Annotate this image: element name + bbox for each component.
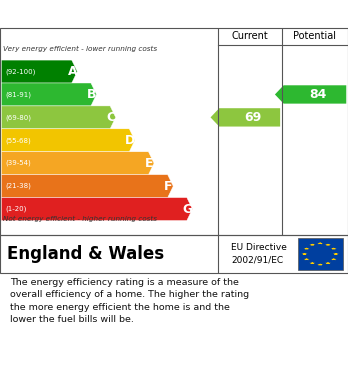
- Text: England & Wales: England & Wales: [7, 245, 164, 263]
- Text: (81-91): (81-91): [6, 91, 32, 98]
- Text: F: F: [164, 179, 173, 193]
- Text: Very energy efficient - lower running costs: Very energy efficient - lower running co…: [3, 46, 157, 52]
- Polygon shape: [1, 129, 135, 152]
- Text: 84: 84: [310, 88, 327, 101]
- Text: B: B: [87, 88, 96, 101]
- Polygon shape: [303, 258, 310, 260]
- Text: C: C: [106, 111, 115, 124]
- Polygon shape: [1, 175, 173, 197]
- Polygon shape: [325, 244, 331, 246]
- Text: (1-20): (1-20): [6, 206, 27, 212]
- Polygon shape: [309, 244, 315, 246]
- Polygon shape: [317, 264, 323, 265]
- Polygon shape: [331, 248, 337, 249]
- Text: Energy Efficiency Rating: Energy Efficiency Rating: [10, 7, 220, 22]
- Text: Not energy efficient - higher running costs: Not energy efficient - higher running co…: [3, 215, 157, 222]
- Text: G: G: [182, 203, 193, 215]
- Polygon shape: [1, 106, 116, 129]
- Polygon shape: [1, 152, 154, 175]
- Polygon shape: [309, 262, 315, 264]
- Text: A: A: [68, 65, 77, 78]
- Polygon shape: [331, 258, 337, 260]
- Text: E: E: [145, 157, 153, 170]
- Text: D: D: [125, 134, 135, 147]
- Text: Current: Current: [231, 31, 268, 41]
- Text: (69-80): (69-80): [6, 114, 32, 121]
- Polygon shape: [1, 83, 96, 106]
- Text: 69: 69: [245, 111, 262, 124]
- Polygon shape: [1, 60, 77, 83]
- Text: (92-100): (92-100): [6, 68, 36, 75]
- Polygon shape: [325, 262, 331, 264]
- Text: (39-54): (39-54): [6, 160, 31, 167]
- Polygon shape: [333, 253, 339, 255]
- Polygon shape: [275, 85, 346, 104]
- Polygon shape: [1, 197, 192, 221]
- Polygon shape: [303, 248, 310, 249]
- Polygon shape: [317, 242, 323, 244]
- Text: (55-68): (55-68): [6, 137, 31, 143]
- Text: Potential: Potential: [293, 31, 337, 41]
- Text: EU Directive
2002/91/EC: EU Directive 2002/91/EC: [231, 243, 287, 265]
- Text: The energy efficiency rating is a measure of the
overall efficiency of a home. T: The energy efficiency rating is a measur…: [10, 278, 250, 324]
- Polygon shape: [211, 108, 280, 127]
- Text: (21-38): (21-38): [6, 183, 31, 189]
- Bar: [298, 238, 343, 270]
- Polygon shape: [301, 253, 308, 255]
